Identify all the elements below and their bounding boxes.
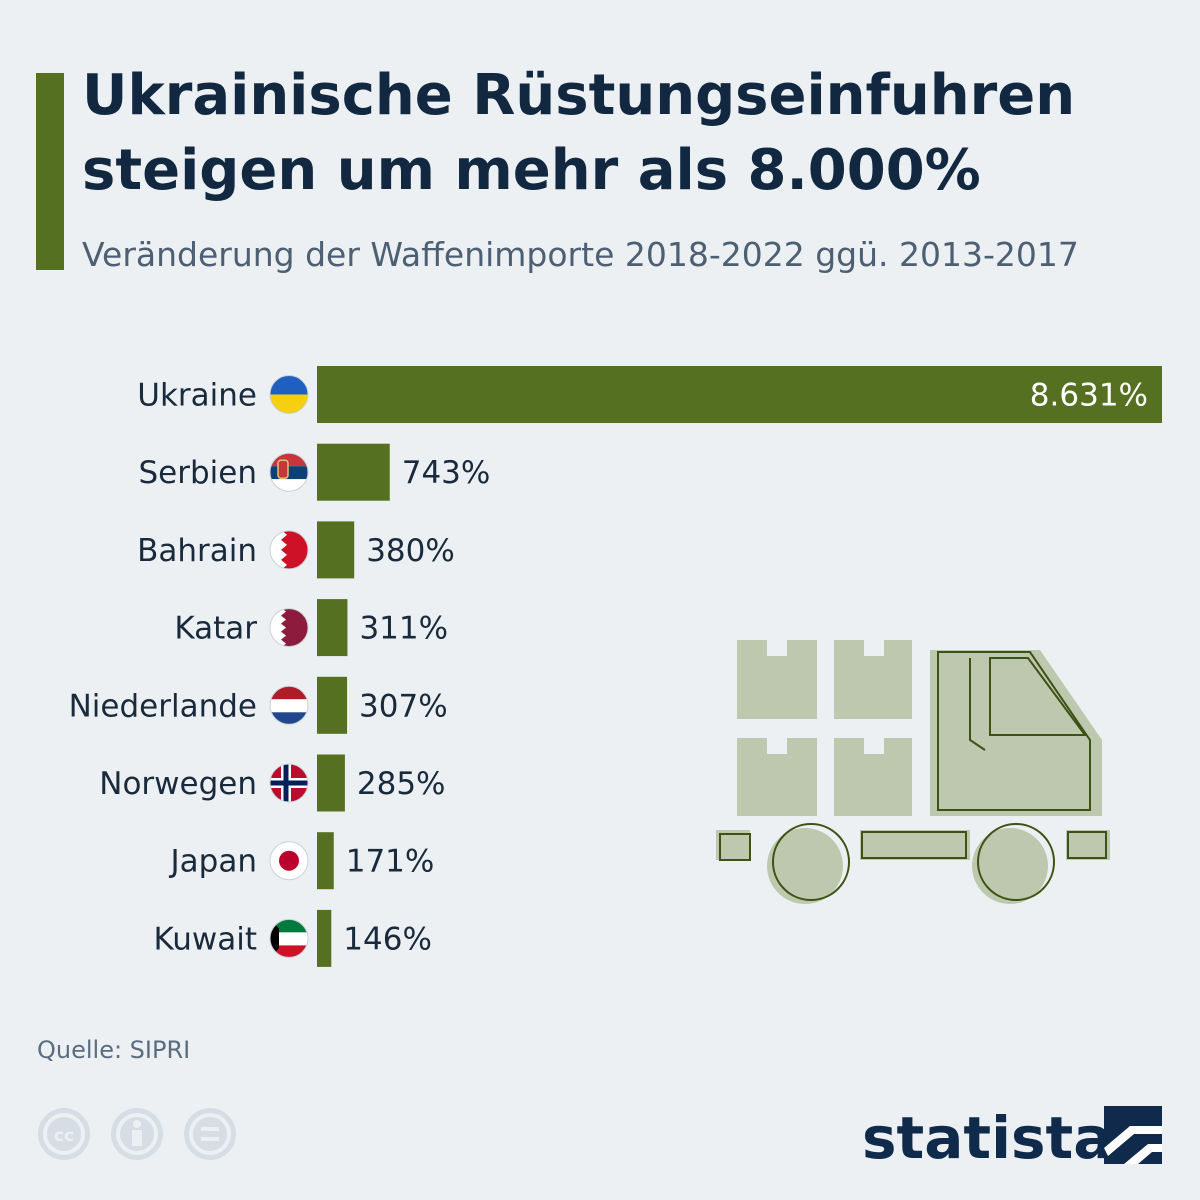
category-label-kuwait: Kuwait — [153, 921, 257, 957]
value-label-niederlande: 307% — [359, 688, 448, 724]
bar-niederlande — [317, 676, 348, 734]
value-label-katar: 311% — [359, 611, 448, 647]
bar-katar — [317, 599, 348, 657]
value-label-kuwait: 146% — [343, 921, 432, 957]
bahrain-flag-icon — [269, 530, 309, 570]
page-title: Ukrainische Rüstungseinfuhren steigen um… — [82, 63, 1076, 203]
title-accent-bar — [36, 73, 64, 270]
truck-illustration — [716, 640, 1110, 904]
category-label-katar: Katar — [174, 611, 257, 647]
bar-japan — [317, 832, 334, 890]
japan-flag-icon — [269, 841, 309, 881]
bar-serbien — [317, 443, 390, 501]
value-label-serbien: 743% — [402, 455, 491, 491]
bar-chart: Ukraine 8.631% Serbien 743% Bahrain 380% Katar… — [69, 366, 1162, 967]
cargo-boxes — [737, 640, 912, 816]
license-icons: cc — [38, 1108, 236, 1160]
bar-kuwait — [317, 909, 332, 967]
category-label-ukraine: Ukraine — [137, 378, 257, 414]
category-label-japan: Japan — [169, 844, 257, 880]
svg-text:cc: cc — [54, 1126, 74, 1146]
value-label-bahrain: 380% — [366, 533, 455, 569]
bar-ukraine — [317, 366, 1162, 423]
netherlands-flag-icon — [269, 685, 309, 725]
bar-norwegen — [317, 754, 345, 812]
statista-wordmark: statista — [862, 1104, 1112, 1172]
category-label-serbien: Serbien — [138, 455, 257, 491]
nd-icon — [184, 1108, 236, 1160]
ukraine-flag-icon — [269, 375, 309, 414]
cc-icon: cc — [38, 1108, 90, 1160]
statista-logo-icon — [1104, 1106, 1162, 1164]
value-label-norwegen: 285% — [357, 766, 446, 802]
bars-layer: Ukraine 8.631% Serbien 743% Bahrain 380% Katar… — [69, 366, 1162, 967]
qatar-flag-icon — [269, 608, 309, 648]
source-note: Quelle: SIPRI — [37, 1036, 191, 1064]
serbia-flag-icon — [269, 452, 309, 492]
by-icon — [111, 1108, 163, 1160]
category-label-bahrain: Bahrain — [137, 533, 257, 569]
kuwait-flag-icon — [269, 918, 309, 958]
value-label-japan: 171% — [346, 844, 435, 880]
value-label-ukraine: 8.631% — [1030, 378, 1148, 414]
statista-logo: statista — [862, 1104, 1162, 1172]
category-label-norwegen: Norwegen — [99, 766, 257, 802]
category-label-niederlande: Niederlande — [69, 688, 257, 724]
bar-bahrain — [317, 521, 355, 579]
norway-flag-icon — [269, 763, 309, 803]
page-subtitle: Veränderung der Waffenimporte 2018-2022 … — [82, 235, 1079, 274]
